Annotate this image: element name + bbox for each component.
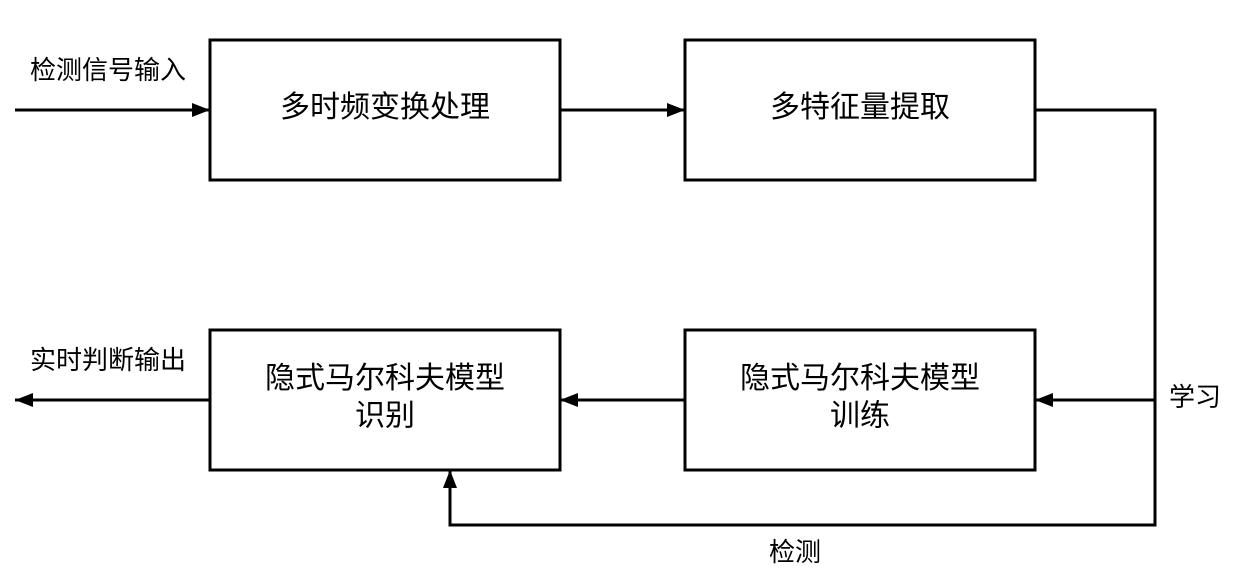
node-label: 隐式马尔科夫模型 bbox=[265, 362, 505, 395]
flow-node: 隐式马尔科夫模型训练 bbox=[685, 330, 1035, 470]
edge-label: 检测 bbox=[769, 538, 821, 567]
node-label: 隐式马尔科夫模型 bbox=[740, 362, 980, 395]
node-label: 识别 bbox=[355, 400, 415, 433]
edge-label: 检测信号输入 bbox=[30, 56, 186, 85]
flow-node: 多时频变换处理 bbox=[210, 40, 560, 180]
flow-node: 多特征量提取 bbox=[685, 40, 1035, 180]
diagram-background bbox=[0, 0, 1240, 577]
edge-label: 学习 bbox=[1169, 383, 1221, 412]
flow-node: 隐式马尔科夫模型识别 bbox=[210, 330, 560, 470]
flowchart: 检测信号输入学习检测实时判断输出多时频变换处理多特征量提取隐式马尔科夫模型训练隐… bbox=[0, 0, 1240, 577]
edge-label: 实时判断输出 bbox=[30, 346, 186, 375]
node-label: 训练 bbox=[830, 400, 890, 433]
node-label: 多特征量提取 bbox=[770, 91, 950, 124]
node-label: 多时频变换处理 bbox=[280, 91, 490, 124]
